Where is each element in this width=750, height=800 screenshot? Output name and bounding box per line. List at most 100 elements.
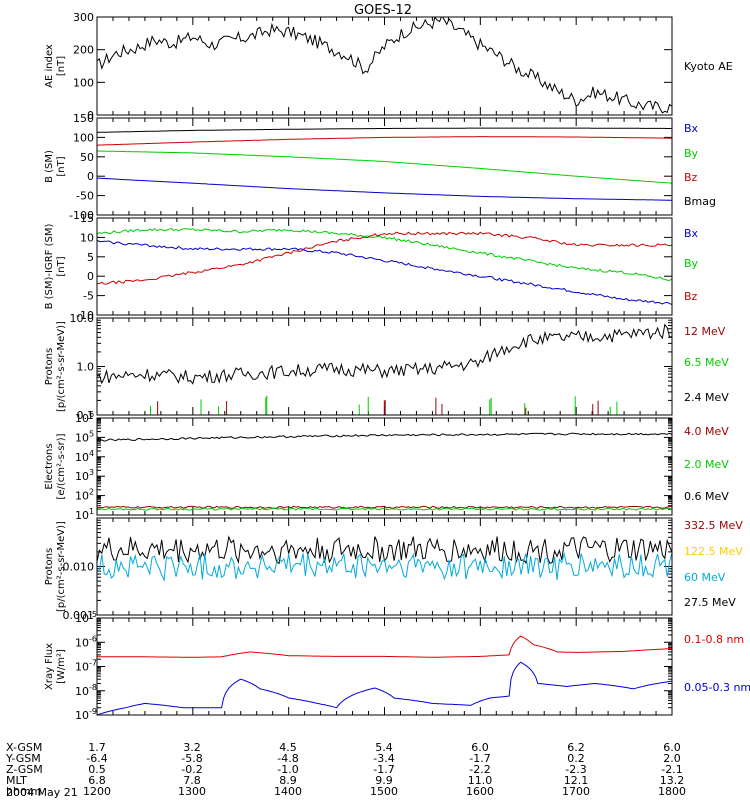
legend-entry: 2.4 MeV xyxy=(684,391,729,404)
series-group xyxy=(97,17,672,114)
y-tick-exponent: 4 xyxy=(89,449,94,458)
panel-ae: 0 100 200 300 AE index [nT] Kyoto AE xyxy=(44,11,733,122)
footer-cell: 1300 xyxy=(178,785,206,798)
y-tick-label: -10 xyxy=(76,309,94,322)
y-tick-label: 10 xyxy=(75,612,89,625)
legend-entry: 2.0 MeV xyxy=(684,458,729,471)
footer-cell: 13.2 xyxy=(660,774,685,787)
series-line-bsm-1 xyxy=(97,136,672,146)
footer-cell: 2.0 xyxy=(663,752,681,765)
y-tick-exponent: 6 xyxy=(89,410,94,419)
y-tick-label: 100 xyxy=(73,76,94,89)
y-axis-label: [nT] xyxy=(56,56,67,76)
y-axis-label: [nT] xyxy=(56,156,67,176)
y-axis-label: [nT] xyxy=(56,256,67,276)
footer-row-label: Z-GSM xyxy=(6,763,43,776)
panel-frame xyxy=(96,517,673,616)
y-tick-label: 0.001 xyxy=(63,609,95,622)
y-tick-label: 15 xyxy=(80,212,94,225)
series-line-protons1-0 xyxy=(97,323,672,385)
series-group xyxy=(97,227,672,305)
y-tick-label: 0.010 xyxy=(63,561,95,574)
series-line-bsm-3 xyxy=(97,177,672,201)
footer-cell: 0.2 xyxy=(567,752,585,765)
footer-date: 2004 May 21 xyxy=(6,786,78,799)
panel-frame xyxy=(96,16,673,116)
legend-entry: 6.5 MeV xyxy=(684,356,729,369)
footer-cell: 6.0 xyxy=(471,741,489,754)
footer-cell: 5.4 xyxy=(375,741,393,754)
series-line-protons2-1 xyxy=(97,551,672,582)
footer-cell: 1200 xyxy=(83,785,111,798)
legend-entry: Kyoto AE xyxy=(684,60,733,73)
legend-entry: 332.5 MeV xyxy=(684,519,743,532)
series-line-bigrf-0 xyxy=(97,227,672,281)
y-tick-label: -100 xyxy=(69,209,94,222)
footer-cell: -1.7 xyxy=(373,763,394,776)
legend-entry: 0.1-0.8 nm xyxy=(684,633,744,646)
y-tick-label: 10 xyxy=(75,636,89,649)
series-line-bsm-0 xyxy=(97,127,672,133)
y-axis-label: [e/(cm²-s-sr)] xyxy=(56,433,67,499)
legend-entry: 122.5 MeV xyxy=(684,545,743,558)
footer-cell: -1.0 xyxy=(277,763,298,776)
y-tick-label: 0 xyxy=(87,109,94,122)
y-tick-exponent: 1 xyxy=(89,507,94,516)
y-tick-exponent: 3 xyxy=(89,468,94,477)
footer-cell: -6.4 xyxy=(86,752,107,765)
footer-cell: -0.2 xyxy=(181,763,202,776)
legend-entry: 0.05-0.3 nm xyxy=(684,681,750,694)
y-tick-label: 10 xyxy=(75,509,89,522)
y-axis-label: Electrons xyxy=(44,443,55,489)
y-tick-label: 150 xyxy=(73,112,94,125)
y-axis-label: [p/(cm²-s-sr-MeV)] xyxy=(56,321,67,412)
legend-entry: 27.5 MeV xyxy=(684,596,736,609)
series-line-xray-1 xyxy=(97,661,672,715)
footer-cell: 1500 xyxy=(370,785,398,798)
y-tick-label: 10 xyxy=(75,709,89,722)
panel-frame xyxy=(96,217,673,316)
series-group xyxy=(97,535,672,582)
y-tick-label: -50 xyxy=(76,190,94,203)
y-axis-label: AE index xyxy=(44,44,55,88)
footer-cell: -2.3 xyxy=(565,763,586,776)
y-tick-exponent: 5 xyxy=(89,429,94,438)
footer-cell: 1700 xyxy=(562,785,590,798)
legend-entry: Bx xyxy=(684,227,699,240)
footer-row-label: hhmm xyxy=(6,785,41,798)
footer-cell: 4.5 xyxy=(279,741,297,754)
series-line-electrons-1 xyxy=(97,505,672,509)
series-line-xray-0 xyxy=(97,635,672,658)
legend-entry: Bz xyxy=(684,171,698,184)
series-line-bigrf-1 xyxy=(97,231,672,285)
y-tick-label: 1.0 xyxy=(77,361,95,374)
y-tick-label: 10 xyxy=(75,685,89,698)
series-group xyxy=(97,635,672,715)
footer-cell: 11.0 xyxy=(468,774,493,787)
panel-frame xyxy=(96,117,673,216)
footer-cell: -5.8 xyxy=(181,752,202,765)
footer-cell: 1800 xyxy=(658,785,686,798)
series-group xyxy=(97,323,672,415)
footer-cell: -4.8 xyxy=(277,752,298,765)
legend-entry: Bx xyxy=(684,122,699,135)
y-tick-label: 50 xyxy=(80,151,94,164)
footer-cell: 0.5 xyxy=(88,763,106,776)
footer-cell: -1.7 xyxy=(469,752,490,765)
footer-cell: 6.2 xyxy=(567,741,585,754)
y-tick-label: 10 xyxy=(75,451,89,464)
y-tick-label: 300 xyxy=(73,11,94,24)
figure-title: GOES-12 xyxy=(354,3,412,18)
y-tick-exponent: -7 xyxy=(89,659,97,668)
series-line-bigrf-2 xyxy=(97,239,672,305)
series-line-electrons-2 xyxy=(97,507,672,511)
series-group xyxy=(97,432,672,511)
footer-cell: 9.9 xyxy=(375,774,393,787)
y-tick-exponent: -9 xyxy=(89,707,97,716)
y-tick-label: 10 xyxy=(75,431,89,444)
panel-frame xyxy=(96,317,673,416)
